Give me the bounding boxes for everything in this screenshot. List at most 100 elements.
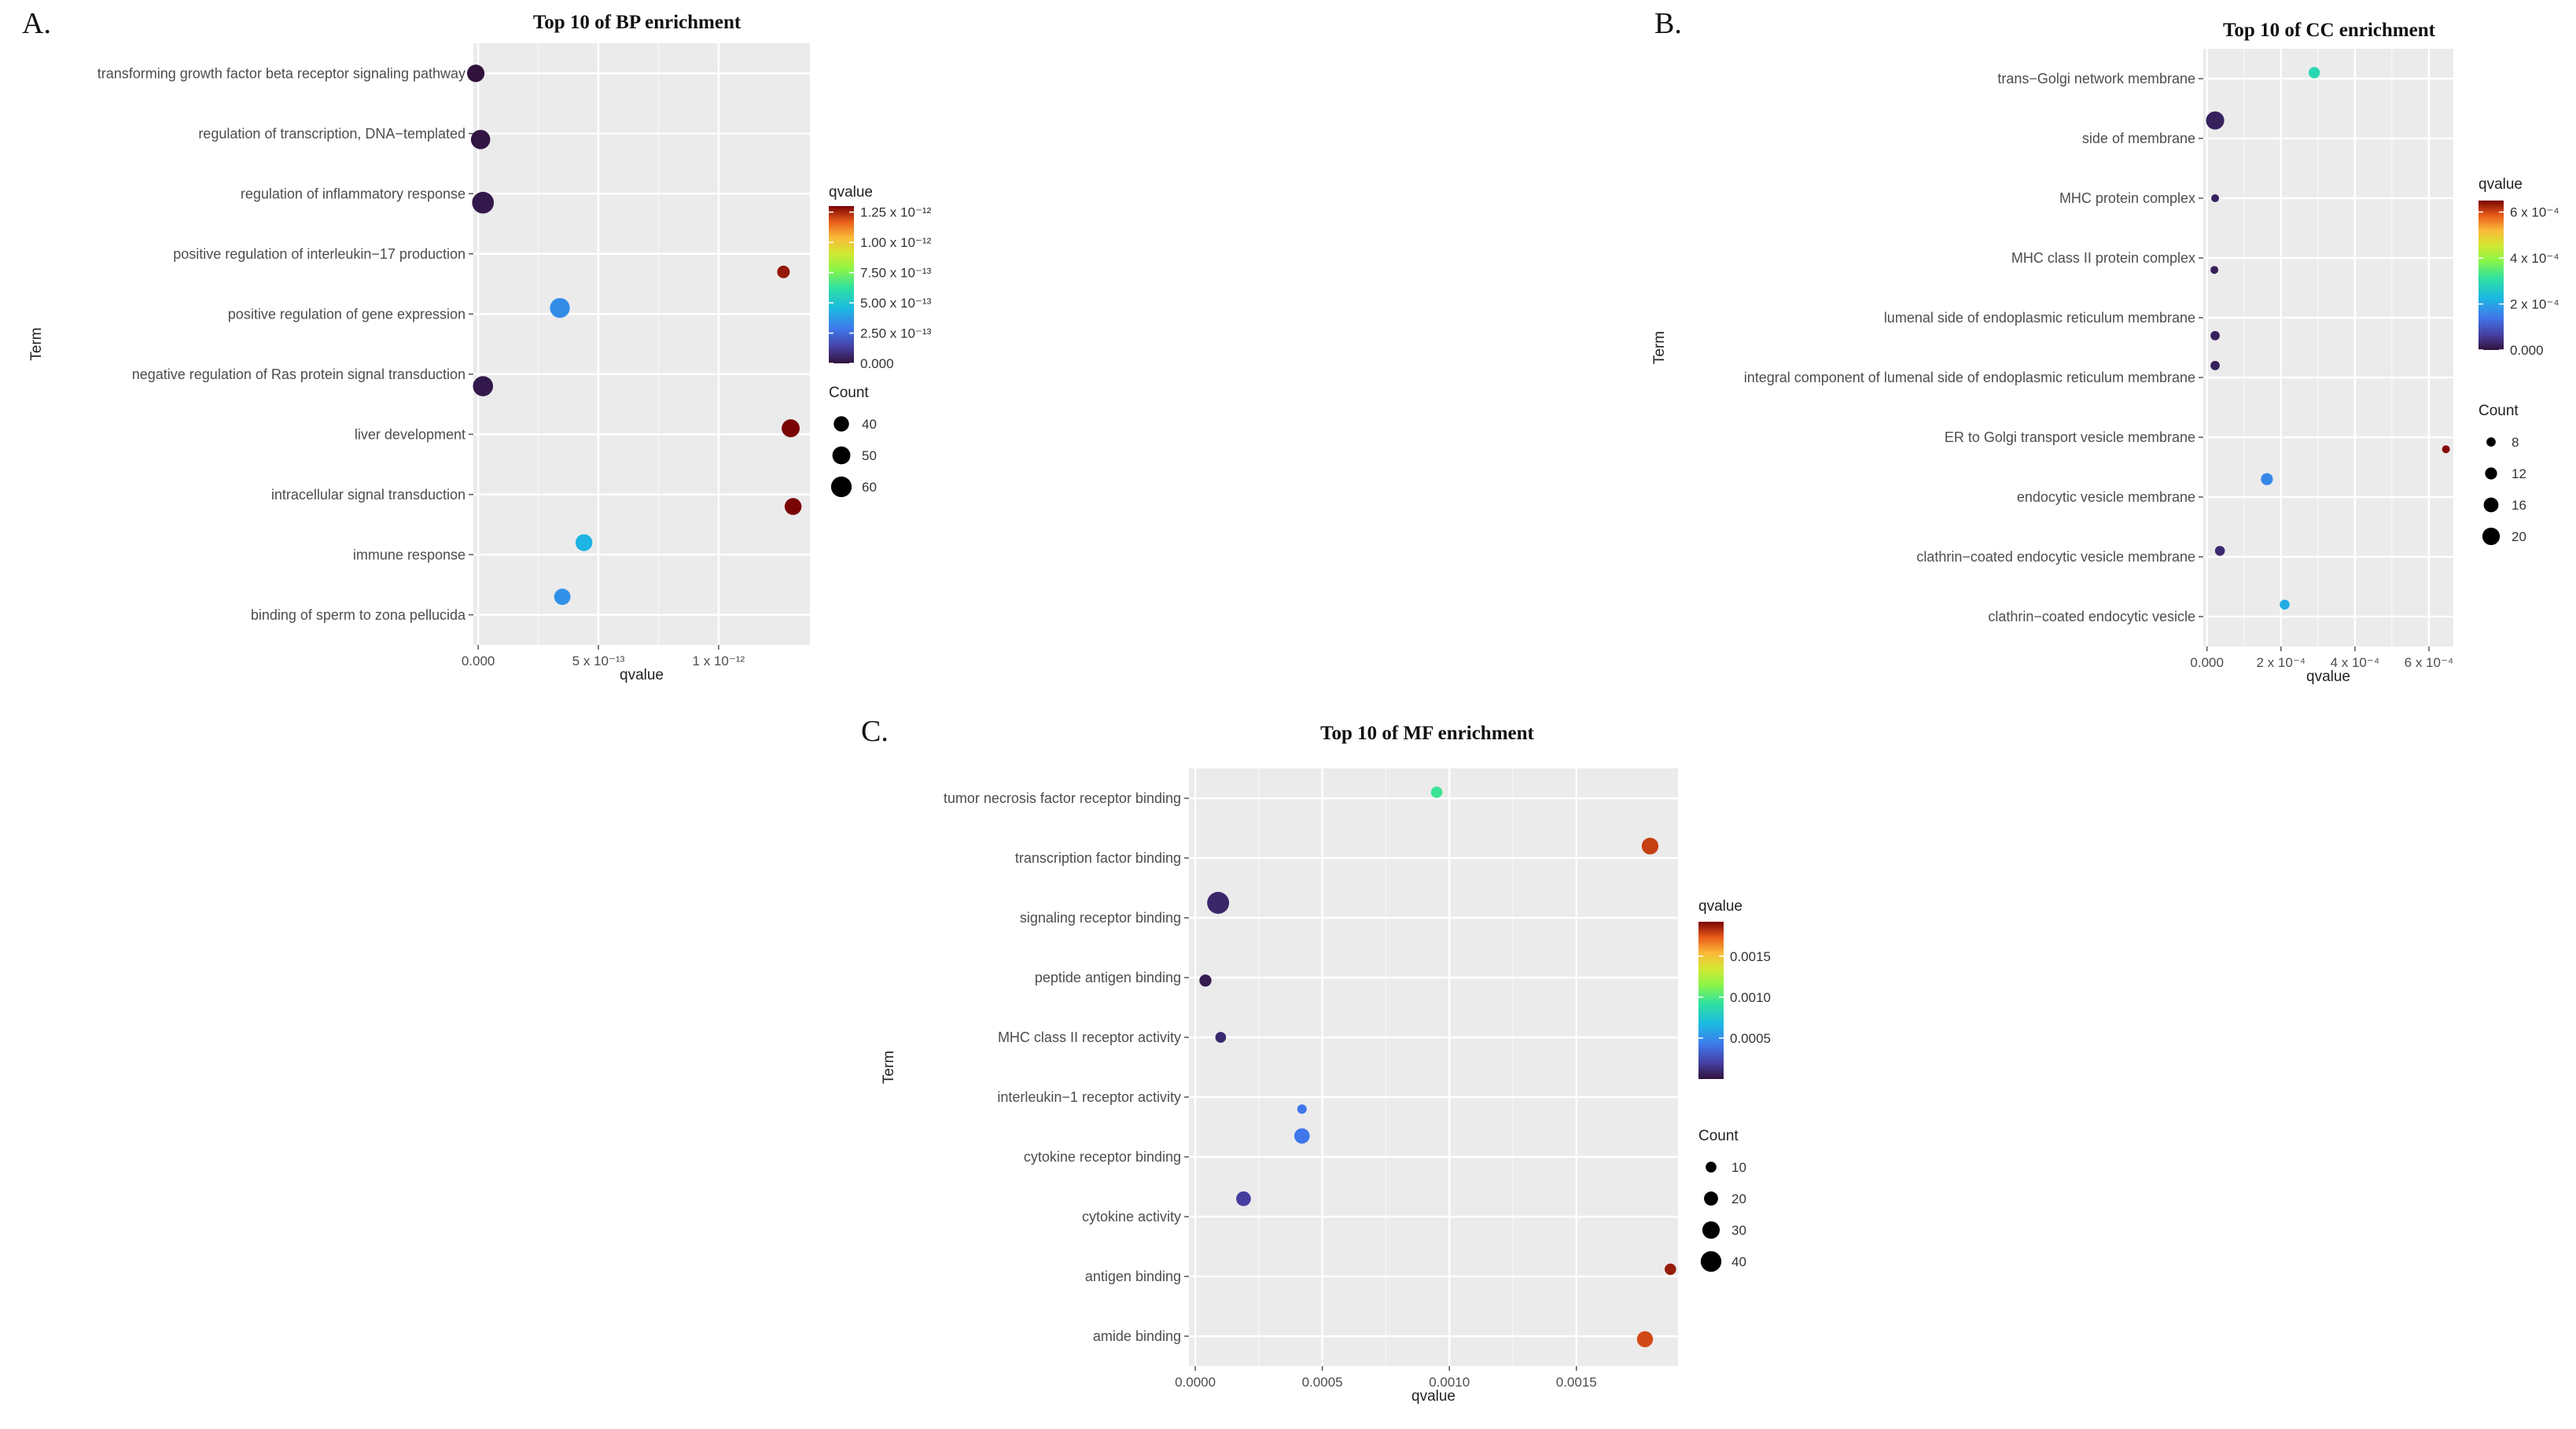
size-legend-dot (834, 416, 849, 432)
size-legend-label: 40 (862, 417, 877, 432)
data-point (466, 64, 485, 83)
size-legend-dot (832, 446, 851, 465)
size-legend-dot (2485, 467, 2497, 480)
data-point (550, 297, 570, 319)
data-point (1641, 838, 1659, 855)
data-point (2308, 67, 2320, 79)
size-legend-label: 60 (862, 480, 877, 495)
chart-mf: C. Top 10 of MF enrichment 0.0000 0.0005 0.0… (861, 715, 1771, 1405)
term-label: intracellular signal transduction (271, 487, 466, 503)
data-point (2206, 111, 2225, 130)
color-bar-label: 0.000 (860, 356, 894, 371)
x-tick-label: 0.0000 (1175, 1375, 1216, 1390)
chart-bp: A. Top 10 of BP enrichment 0.000 5 x 10⁻¹³ 1… (22, 7, 932, 683)
data-point (2261, 473, 2273, 485)
x-tick-label: 6 x 10⁻⁴ (2405, 655, 2454, 670)
plot-background (473, 43, 810, 645)
data-point (1199, 974, 1212, 987)
data-point (1236, 1191, 1251, 1206)
term-label: transforming growth factor beta receptor… (98, 65, 466, 81)
term-label: MHC class II receptor activity (998, 1029, 1181, 1045)
panel-letter: B. (1654, 7, 1682, 40)
data-point (1636, 1331, 1654, 1348)
term-label: MHC protein complex (2059, 190, 2195, 206)
x-tick-label: 2 x 10⁻⁴ (2256, 655, 2306, 670)
term-label: binding of sperm to zona pellucida (251, 607, 466, 623)
color-bar-label: 6 x 10⁻⁴ (2510, 205, 2559, 220)
term-label: cytokine receptor binding (1024, 1149, 1181, 1165)
color-bar-label: 1.25 x 10⁻¹² (860, 205, 932, 220)
term-label: regulation of inflammatory response (241, 186, 466, 201)
data-point (554, 588, 571, 606)
panel-letter: C. (861, 715, 889, 748)
panel-letter: A. (22, 7, 51, 40)
data-point (2211, 194, 2220, 202)
x-tick-label: 0.000 (2190, 655, 2224, 670)
color-bar-label: 5.00 x 10⁻¹³ (860, 296, 932, 311)
data-point (1297, 1104, 1307, 1114)
data-point (1294, 1128, 1310, 1144)
term-label: positive regulation of interleukin−17 pr… (173, 246, 466, 262)
term-label: side of membrane (2082, 131, 2195, 146)
color-bar-label: 1.00 x 10⁻¹² (860, 235, 932, 250)
size-legend-title: Count (829, 385, 869, 401)
data-point (2442, 445, 2450, 454)
color-bar-label: 0.0010 (1730, 990, 1771, 1005)
term-label: regulation of transcription, DNA−templat… (198, 126, 466, 142)
x-axis-title: qvalue (2306, 668, 2350, 685)
data-point (1215, 1032, 1227, 1043)
x-tick-label: 4 x 10⁻⁴ (2331, 655, 2380, 670)
size-legend-label: 16 (2512, 498, 2526, 513)
color-legend-title: qvalue (1698, 898, 1742, 915)
term-label: immune response (353, 547, 466, 562)
term-label: ER to Golgi transport vesicle membrane (1945, 429, 2195, 445)
size-legend-label: 12 (2512, 466, 2526, 481)
term-label: signaling receptor binding (1020, 910, 1181, 926)
term-label: tumor necrosis factor receptor binding (944, 790, 1181, 806)
color-legend-title: qvalue (829, 184, 873, 201)
size-legend-title: Count (1698, 1128, 1739, 1144)
size-legend-dot (2483, 497, 2499, 513)
y-axis-title: Term (881, 1051, 897, 1084)
term-label: positive regulation of gene expression (228, 306, 466, 322)
size-legend-dot (1704, 1191, 1718, 1206)
term-label: cytokine activity (1082, 1209, 1181, 1225)
size-legend-label: 20 (1731, 1191, 1746, 1206)
term-label: clathrin−coated endocytic vesicle membra… (1916, 549, 2195, 565)
x-axis-title: qvalue (1411, 1388, 1455, 1405)
plot-background (2203, 49, 2453, 646)
x-tick-label: 0.000 (462, 654, 495, 668)
data-point (575, 534, 593, 551)
data-point (473, 376, 494, 396)
color-bar (1698, 922, 1724, 1079)
color-bar-label: 4 x 10⁻⁴ (2510, 251, 2559, 266)
term-label: trans−Golgi network membrane (1997, 71, 2195, 87)
term-label: negative regulation of Ras protein signa… (132, 366, 466, 382)
data-point (784, 498, 802, 515)
data-point (2210, 266, 2219, 274)
term-label: MHC class II protein complex (2011, 250, 2195, 266)
data-point (470, 130, 491, 149)
size-legend-label: 20 (2512, 529, 2526, 544)
size-legend-label: 40 (1731, 1254, 1746, 1269)
size-legend-label: 30 (1731, 1223, 1746, 1238)
term-label: integral component of lumenal side of en… (1744, 370, 2195, 385)
term-label: transcription factor binding (1015, 850, 1181, 866)
plot-background (1189, 768, 1678, 1366)
term-label: amide binding (1093, 1328, 1181, 1344)
x-tick-label: 5 x 10⁻¹³ (572, 654, 625, 668)
data-point (1430, 786, 1443, 798)
term-label: peptide antigen binding (1035, 970, 1181, 985)
color-bar (829, 206, 854, 363)
term-label: endocytic vesicle membrane (2017, 489, 2195, 505)
x-tick-label: 0.0005 (1302, 1375, 1343, 1390)
data-point (1207, 892, 1230, 914)
data-point (2210, 330, 2220, 341)
chart-title: Top 10 of MF enrichment (1320, 723, 1534, 744)
data-point (472, 191, 495, 214)
data-point (2210, 360, 2220, 370)
size-legend-label: 8 (2512, 435, 2519, 450)
y-axis-title: Term (28, 327, 45, 360)
data-point (1665, 1263, 1676, 1276)
